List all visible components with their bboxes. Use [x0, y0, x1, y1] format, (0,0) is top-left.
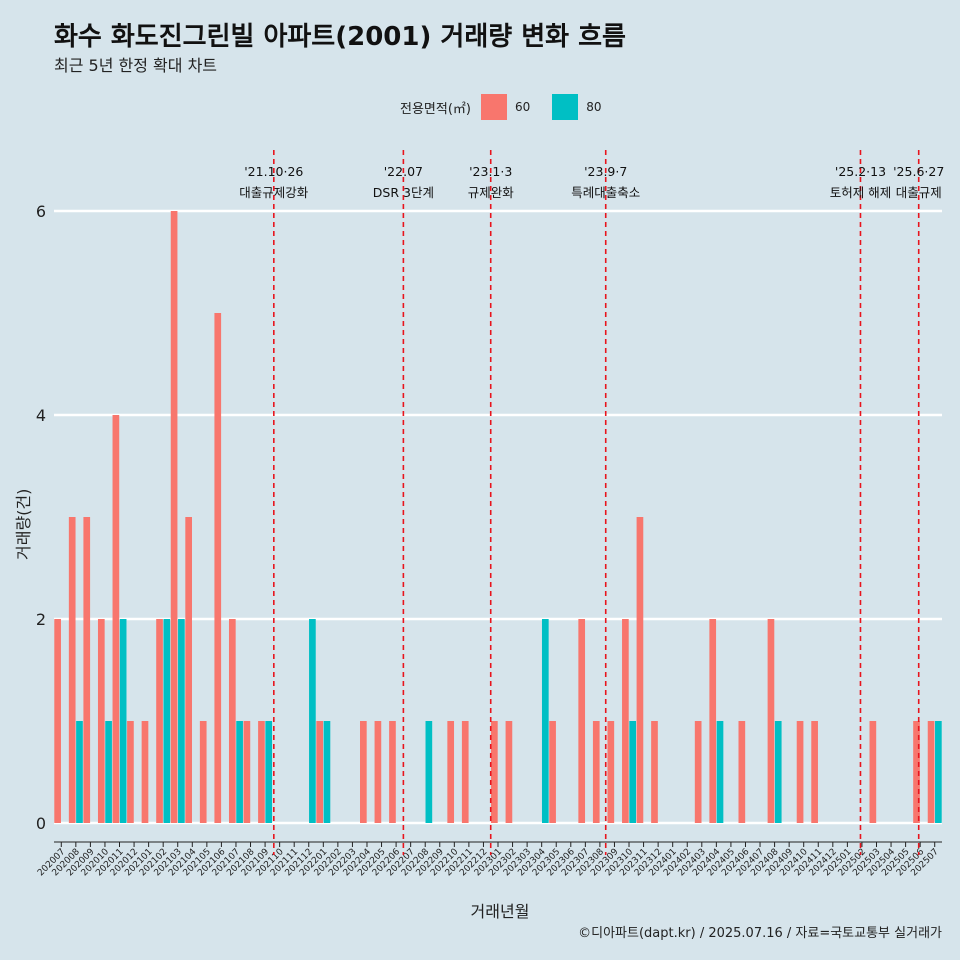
bar: [767, 619, 775, 823]
y-axis-label: 거래량(건): [14, 488, 33, 560]
bar: [97, 619, 105, 823]
bar: [709, 619, 717, 823]
bar: [214, 313, 222, 823]
bar: [592, 721, 600, 823]
bar: [578, 619, 586, 823]
bar: [243, 721, 251, 823]
legend: 전용면적(㎡) 60 80: [400, 94, 608, 120]
x-axis-label: 거래년월: [470, 902, 530, 921]
policy-label: 특례대출축소: [571, 185, 640, 200]
policy-date: '25.2·13: [835, 164, 886, 179]
bar: [374, 721, 382, 823]
legend-label-80: 80: [586, 100, 602, 114]
policy-date: '21.10·26: [244, 164, 303, 179]
bar: [491, 721, 498, 823]
bar: [622, 619, 629, 823]
bar: [265, 721, 273, 823]
policy-date: '23.1·3: [469, 164, 512, 179]
bar: [389, 721, 396, 823]
caption: ©디아파트(dapt.kr) / 2025.07.16 / 자료=국토교통부 실…: [578, 926, 942, 941]
bar: [636, 517, 644, 823]
bar: [447, 721, 455, 823]
bar: [505, 721, 513, 823]
bar: [323, 721, 331, 823]
bar: [127, 721, 134, 823]
bar: [935, 721, 942, 823]
bar: [156, 619, 163, 823]
bar: [199, 721, 207, 823]
legend-key-80: [552, 94, 579, 120]
bar: [738, 721, 746, 823]
policy-label: 대출규제강화: [239, 185, 309, 200]
bar: [163, 619, 171, 823]
bar: [461, 721, 469, 823]
bar: [629, 721, 636, 823]
bar: [774, 721, 782, 823]
y-tick-label: 6: [36, 202, 46, 221]
legend-title: 전용면적(㎡): [400, 101, 471, 117]
legend-key-60: [480, 94, 507, 120]
bar: [716, 721, 724, 823]
policy-label: 규제완화: [468, 185, 515, 200]
legend-label-60: 60: [514, 100, 531, 114]
bar: [141, 721, 149, 823]
bar: [105, 721, 112, 823]
bar: [316, 721, 324, 823]
bar: [360, 721, 367, 823]
bar: [76, 721, 83, 823]
y-tick-label: 4: [36, 406, 46, 425]
policy-date: '23.9·7: [584, 164, 627, 179]
bar: [549, 721, 556, 823]
chart-subtitle: 최근 5년 한정 확대 차트: [54, 56, 218, 75]
bar: [236, 721, 243, 823]
y-tick-label: 2: [36, 610, 46, 629]
bar: [170, 211, 178, 823]
policy-label: 대출규제: [896, 185, 942, 200]
bar: [869, 721, 877, 823]
bar: [228, 619, 236, 823]
policy-date: '25.6·27: [893, 164, 944, 179]
bar: [811, 721, 818, 823]
bar: [309, 619, 316, 823]
bar: [185, 517, 192, 823]
policy-date: '22.07: [384, 164, 423, 179]
bar: [927, 721, 935, 823]
bar: [54, 619, 61, 823]
policy-label: DSR 3단계: [373, 185, 434, 200]
bar: [651, 721, 658, 823]
bar: [83, 517, 91, 823]
y-tick-label: 0: [36, 814, 46, 833]
bar: [258, 721, 265, 823]
bar: [913, 721, 920, 823]
chart-title: 화수 화도진그린빌 아파트(2001) 거래량 변화 흐름: [54, 22, 626, 52]
bar: [796, 721, 804, 823]
bar: [112, 415, 120, 823]
bar: [68, 517, 76, 823]
bar: [119, 619, 127, 823]
bar: [541, 619, 549, 823]
bar: [425, 721, 433, 823]
bar: [607, 721, 615, 823]
bar: [694, 721, 702, 823]
bar: [178, 619, 185, 823]
policy-label: 토허제 해제: [830, 185, 891, 200]
